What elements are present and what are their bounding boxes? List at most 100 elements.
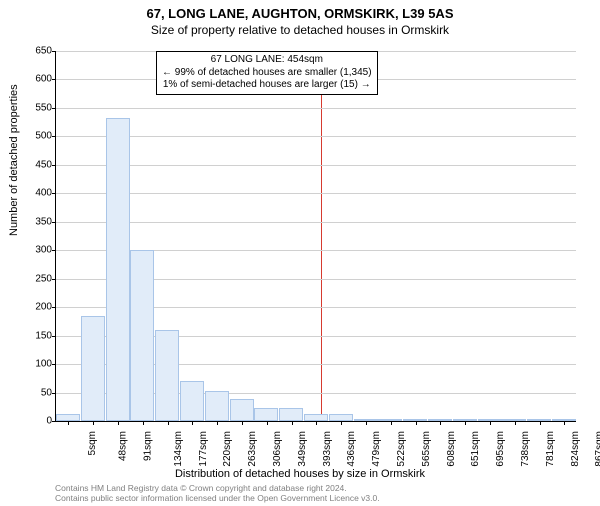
x-tick-mark — [292, 421, 293, 425]
y-tick-label: 400 — [35, 188, 52, 199]
histogram-bar — [130, 250, 154, 421]
x-tick-mark — [267, 421, 268, 425]
y-tick-label: 200 — [35, 302, 52, 313]
x-tick-mark — [515, 421, 516, 425]
x-tick-label: 695sqm — [495, 431, 506, 467]
x-tick-mark — [540, 421, 541, 425]
x-tick-mark — [143, 421, 144, 425]
annotation-box: 67 LONG LANE: 454sqm← 99% of detached ho… — [156, 51, 378, 95]
x-tick-mark — [192, 421, 193, 425]
y-tick-label: 250 — [35, 273, 52, 284]
y-tick-label: 500 — [35, 131, 52, 142]
chart-plot-area: 0501001502002503003504004505005506006505… — [55, 51, 576, 422]
chart-title-sub: Size of property relative to detached ho… — [0, 23, 600, 37]
y-tick-mark — [52, 307, 56, 308]
x-tick-label: 651sqm — [470, 431, 481, 467]
histogram-bar — [81, 316, 105, 421]
y-tick-mark — [52, 336, 56, 337]
x-tick-mark — [440, 421, 441, 425]
x-tick-label: 738sqm — [520, 431, 531, 467]
annotation-line: ← 99% of detached houses are smaller (1,… — [162, 67, 372, 80]
attribution-line-2: Contains public sector information licen… — [55, 493, 380, 503]
x-tick-mark — [242, 421, 243, 425]
attribution-line-1: Contains HM Land Registry data © Crown c… — [55, 483, 347, 493]
x-tick-label: 5sqm — [87, 431, 98, 455]
x-tick-label: 306sqm — [272, 431, 283, 467]
annotation-line: 1% of semi-detached houses are larger (1… — [162, 79, 372, 92]
y-tick-label: 100 — [35, 359, 52, 370]
gridline-h — [56, 193, 576, 194]
histogram-bar — [56, 414, 80, 421]
x-tick-mark — [68, 421, 69, 425]
gridline-h — [56, 108, 576, 109]
histogram-bar — [180, 381, 204, 421]
y-tick-label: 650 — [35, 46, 52, 57]
y-tick-mark — [52, 364, 56, 365]
histogram-bar — [230, 399, 254, 421]
x-tick-mark — [564, 421, 565, 425]
x-tick-label: 522sqm — [396, 431, 407, 467]
x-tick-label: 565sqm — [421, 431, 432, 467]
x-tick-mark — [168, 421, 169, 425]
x-tick-label: 91sqm — [143, 431, 154, 461]
x-tick-label: 349sqm — [297, 431, 308, 467]
x-tick-label: 393sqm — [322, 431, 333, 467]
x-tick-mark — [217, 421, 218, 425]
y-tick-mark — [52, 250, 56, 251]
y-tick-mark — [52, 222, 56, 223]
x-tick-label: 824sqm — [570, 431, 581, 467]
x-tick-mark — [341, 421, 342, 425]
attribution-text: Contains HM Land Registry data © Crown c… — [55, 484, 380, 504]
y-tick-label: 50 — [41, 387, 52, 398]
y-tick-mark — [52, 79, 56, 80]
x-tick-label: 220sqm — [222, 431, 233, 467]
histogram-bar — [155, 330, 179, 421]
x-tick-label: 608sqm — [446, 431, 457, 467]
y-tick-label: 300 — [35, 245, 52, 256]
x-tick-mark — [316, 421, 317, 425]
x-tick-mark — [391, 421, 392, 425]
x-tick-label: 781sqm — [545, 431, 556, 467]
histogram-bar — [254, 408, 278, 421]
x-tick-label: 479sqm — [371, 431, 382, 467]
x-tick-mark — [366, 421, 367, 425]
x-tick-label: 177sqm — [198, 431, 209, 467]
histogram-bar — [279, 408, 303, 421]
x-tick-label: 134sqm — [173, 431, 184, 467]
histogram-bar — [205, 391, 229, 421]
y-tick-mark — [52, 393, 56, 394]
y-tick-mark — [52, 136, 56, 137]
y-tick-label: 150 — [35, 330, 52, 341]
x-tick-label: 48sqm — [118, 431, 129, 461]
annotation-line: 67 LONG LANE: 454sqm — [162, 54, 372, 67]
y-tick-mark — [52, 51, 56, 52]
reference-line — [321, 51, 322, 421]
histogram-bar — [304, 414, 328, 421]
y-tick-label: 450 — [35, 159, 52, 170]
histogram-bar — [329, 414, 353, 421]
y-tick-mark — [52, 108, 56, 109]
y-tick-label: 600 — [35, 74, 52, 85]
y-axis-label: Number of detached properties — [8, 84, 20, 236]
x-tick-mark — [465, 421, 466, 425]
gridline-h — [56, 136, 576, 137]
y-tick-label: 350 — [35, 216, 52, 227]
y-tick-mark — [52, 165, 56, 166]
x-tick-label: 867sqm — [594, 431, 600, 467]
y-tick-mark — [52, 193, 56, 194]
x-axis-label: Distribution of detached houses by size … — [0, 468, 600, 480]
histogram-bar — [106, 118, 130, 421]
x-tick-label: 436sqm — [346, 431, 357, 467]
x-tick-label: 263sqm — [247, 431, 258, 467]
y-tick-label: 550 — [35, 102, 52, 113]
x-tick-mark — [118, 421, 119, 425]
x-tick-mark — [416, 421, 417, 425]
x-tick-mark — [490, 421, 491, 425]
x-tick-mark — [93, 421, 94, 425]
y-tick-mark — [52, 421, 56, 422]
gridline-h — [56, 165, 576, 166]
y-tick-mark — [52, 279, 56, 280]
gridline-h — [56, 222, 576, 223]
chart-title-main: 67, LONG LANE, AUGHTON, ORMSKIRK, L39 5A… — [0, 6, 600, 21]
y-tick-label: 0 — [46, 416, 52, 427]
